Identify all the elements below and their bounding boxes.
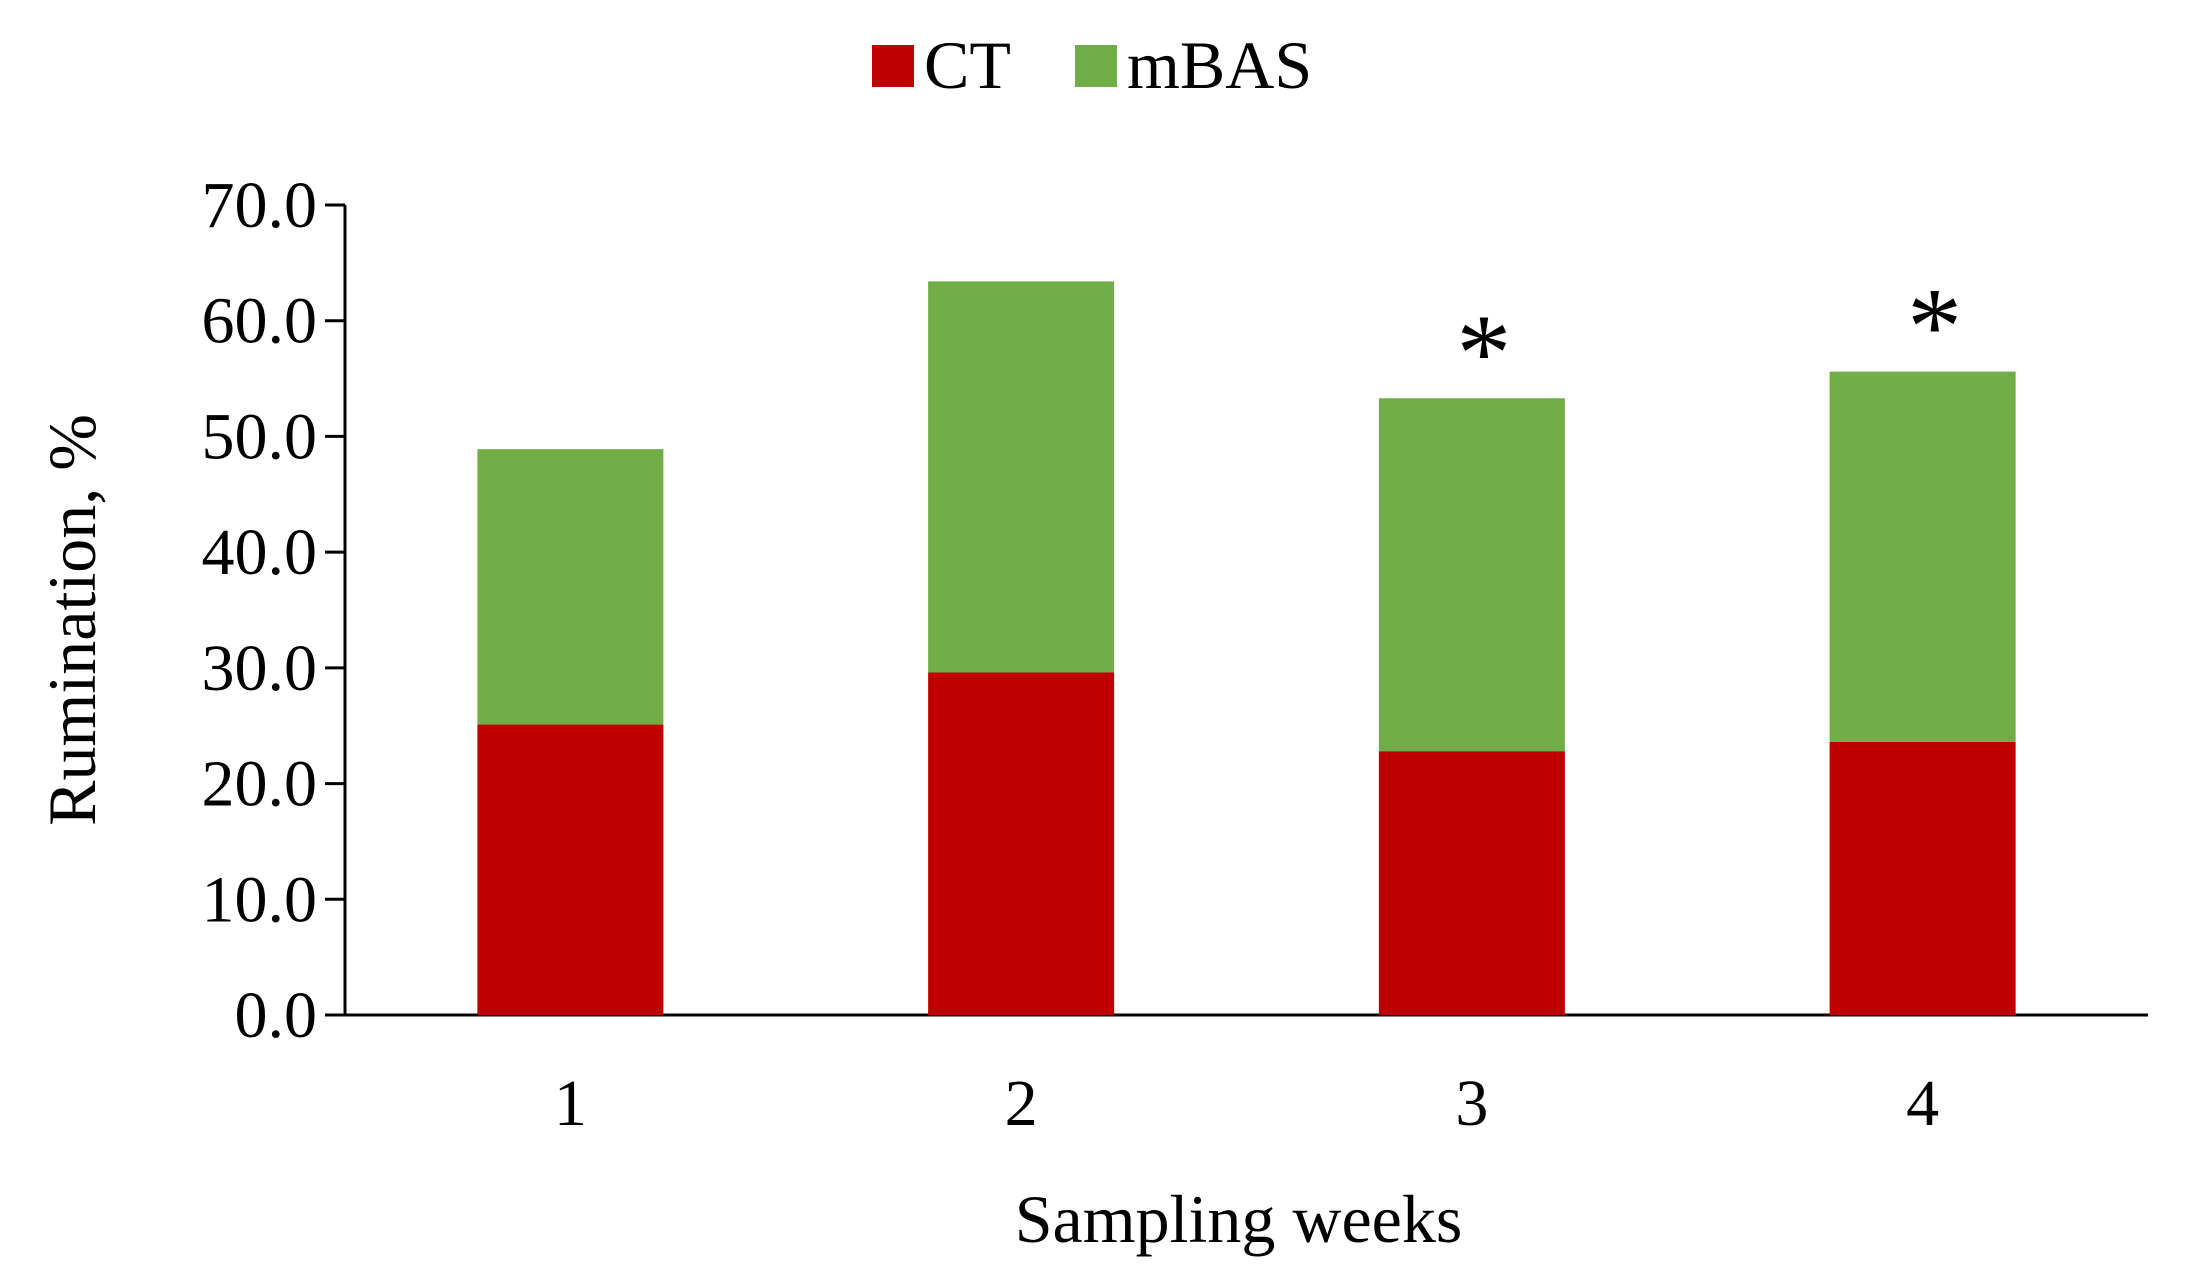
legend: CT mBAS bbox=[872, 27, 1312, 103]
legend-swatch-ct bbox=[872, 45, 914, 87]
y-tick-label: 30.0 bbox=[202, 632, 318, 705]
y-tick-label: 60.0 bbox=[202, 285, 318, 358]
y-tick-label: 10.0 bbox=[202, 863, 318, 936]
x-tick-label: 2 bbox=[1005, 1067, 1038, 1140]
significance-asterisk: * bbox=[1907, 266, 1962, 388]
y-tick-label: 40.0 bbox=[202, 516, 318, 589]
bar-ct-week-4 bbox=[1829, 741, 2016, 1015]
y-axis-title: Rumination, % bbox=[34, 414, 110, 826]
x-tick-label: 3 bbox=[1455, 1067, 1488, 1140]
legend-label-mbas: mBAS bbox=[1127, 27, 1312, 103]
labels: 0.0 10.0 20.0 30.0 40.0 50.0 60.0 70.0 1 2 3 4 * * Sam… bbox=[34, 169, 1962, 1257]
x-tick-label: 4 bbox=[1906, 1067, 1939, 1140]
y-tick-label: 50.0 bbox=[202, 400, 318, 473]
bars bbox=[477, 281, 2016, 1015]
bar-mbas-week-2 bbox=[928, 281, 1115, 673]
bar-ct-week-3 bbox=[1378, 751, 1565, 1015]
bar-ct-week-2 bbox=[928, 672, 1115, 1015]
x-axis-title: Sampling weeks bbox=[1015, 1181, 1463, 1257]
x-tick-label: 1 bbox=[554, 1067, 587, 1140]
y-tick-label: 20.0 bbox=[202, 748, 318, 821]
bar-mbas-week-1 bbox=[477, 449, 664, 725]
y-tick-label: 70.0 bbox=[202, 169, 318, 242]
legend-swatch-mbas bbox=[1075, 45, 1117, 87]
bar-mbas-week-3 bbox=[1378, 398, 1565, 752]
bar-ct-week-1 bbox=[477, 724, 664, 1015]
y-tick-label: 0.0 bbox=[235, 979, 318, 1052]
legend-label-ct: CT bbox=[924, 27, 1011, 103]
significance-asterisk: * bbox=[1456, 292, 1511, 414]
bar-mbas-week-4 bbox=[1829, 371, 2016, 742]
